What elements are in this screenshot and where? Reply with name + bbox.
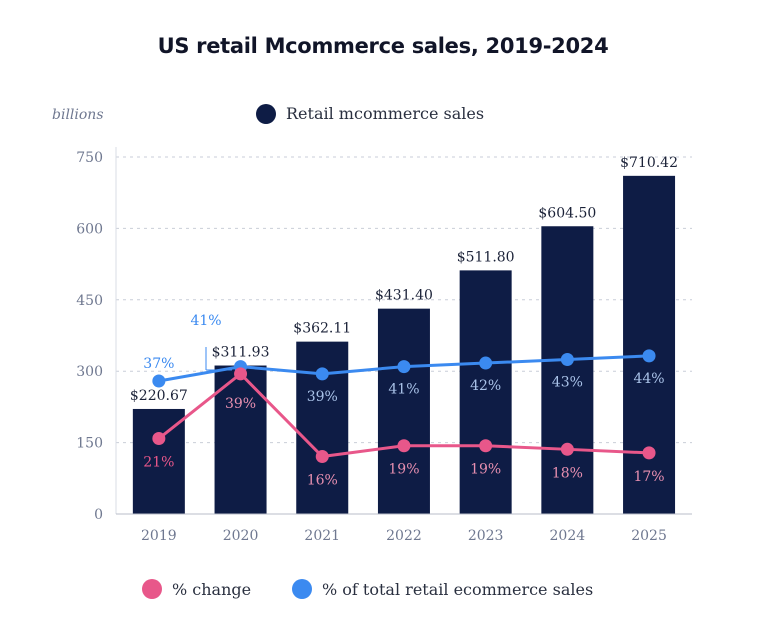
bar-value-label: $710.42 — [620, 155, 678, 171]
change-label: 19% — [470, 462, 501, 478]
share-label: 44% — [633, 371, 664, 387]
change-label: 19% — [388, 462, 419, 478]
y-tick-label: 0 — [94, 507, 103, 523]
y-tick-label: 300 — [76, 364, 103, 380]
x-tick-label: 2021 — [304, 528, 340, 544]
share-point — [315, 367, 329, 381]
legend-swatch-change — [142, 579, 162, 599]
x-tick-label: 2022 — [386, 528, 422, 544]
share-point — [642, 349, 656, 363]
y-tick-label: 450 — [76, 293, 103, 309]
change-label: 39% — [225, 396, 256, 412]
legend-label-change: % change — [172, 580, 251, 599]
change-label: 16% — [307, 472, 338, 488]
bar — [377, 308, 430, 514]
share-label: 39% — [307, 389, 338, 405]
change-point — [642, 446, 656, 460]
x-tick-label: 2020 — [223, 528, 259, 544]
bar-value-label: $604.50 — [538, 205, 596, 221]
change-label: 21% — [143, 455, 174, 471]
bar-value-label: $311.93 — [212, 345, 270, 361]
change-point — [315, 449, 329, 463]
y-tick-label: 150 — [76, 436, 103, 452]
label-layer: $220.67 $311.93 $362.11 $431.40 $511.80 $604.… — [130, 155, 678, 489]
bar-value-label: $511.80 — [457, 249, 515, 265]
change-point — [234, 367, 248, 381]
y-tick-label: 600 — [76, 221, 103, 237]
change-point — [397, 439, 411, 453]
share-label: 41% — [388, 382, 419, 398]
axis-layer: 0 150 300 450 600 750 billions 2019 2020 2021 2022… — [52, 107, 692, 544]
share-label: 43% — [552, 374, 583, 390]
legend-layer: Retail mcommerce sales % change % of total… — [142, 104, 593, 599]
share-label: 41% — [190, 313, 221, 329]
change-point — [152, 432, 166, 446]
bar — [541, 226, 594, 514]
share-point — [397, 360, 411, 374]
share-label: 37% — [143, 356, 174, 372]
bar-value-label: $220.67 — [130, 388, 188, 404]
bar — [623, 175, 676, 514]
change-point — [560, 442, 574, 456]
line-layer — [152, 349, 656, 463]
share-point — [560, 352, 574, 366]
x-tick-label: 2025 — [631, 528, 667, 544]
bar — [459, 270, 512, 514]
change-label: 18% — [552, 465, 583, 481]
bar-value-label: $362.11 — [293, 321, 351, 337]
x-tick-label: 2024 — [550, 528, 586, 544]
bar-value-label: $431.40 — [375, 288, 433, 304]
share-label: 42% — [470, 378, 501, 394]
share-point — [479, 356, 493, 370]
change-label: 17% — [633, 469, 664, 485]
share-point — [152, 374, 166, 388]
legend-swatch-share — [292, 579, 312, 599]
x-tick-label: 2023 — [468, 528, 504, 544]
y-unit-label: billions — [52, 107, 104, 123]
change-point — [479, 439, 493, 453]
legend-label-share: % of total retail ecommerce sales — [322, 580, 593, 599]
y-tick-label: 750 — [76, 150, 103, 166]
legend-label-bars: Retail mcommerce sales — [286, 104, 484, 123]
chart-title: US retail Mcommerce sales, 2019-2024 — [157, 34, 609, 58]
x-tick-label: 2019 — [141, 528, 177, 544]
legend-swatch-bars — [256, 104, 276, 124]
